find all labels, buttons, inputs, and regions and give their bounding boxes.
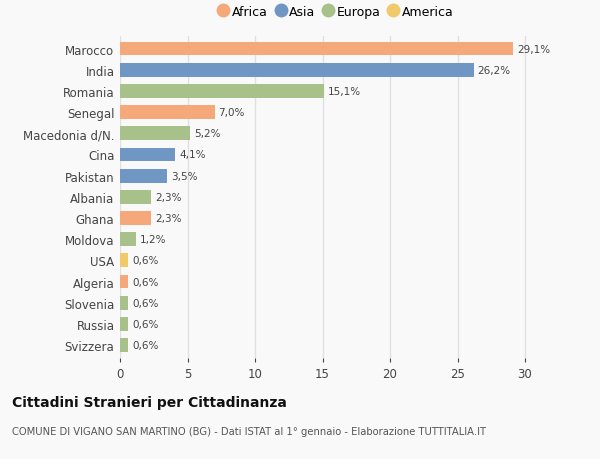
Bar [120, 317, 128, 331]
Text: COMUNE DI VIGANO SAN MARTINO (BG) - Dati ISTAT al 1° gennaio - Elaborazione TUTT: COMUNE DI VIGANO SAN MARTINO (BG) - Dati… [12, 426, 486, 436]
Bar [120, 338, 128, 352]
Text: Cittadini Stranieri per Cittadinanza: Cittadini Stranieri per Cittadinanza [12, 395, 287, 409]
Bar [120, 148, 175, 162]
Bar [120, 106, 215, 120]
Bar [120, 212, 151, 225]
Bar [120, 190, 151, 204]
Text: 26,2%: 26,2% [478, 66, 511, 76]
Bar [120, 233, 136, 246]
Legend: Africa, Asia, Europa, America: Africa, Asia, Europa, America [214, 1, 458, 24]
Text: 1,2%: 1,2% [140, 235, 167, 245]
Text: 2,3%: 2,3% [155, 192, 182, 202]
Text: 29,1%: 29,1% [517, 45, 550, 55]
Bar [120, 43, 513, 56]
Text: 0,6%: 0,6% [132, 340, 158, 350]
Text: 0,6%: 0,6% [132, 277, 158, 287]
Text: 5,2%: 5,2% [194, 129, 221, 139]
Text: 2,3%: 2,3% [155, 213, 182, 224]
Bar [120, 64, 474, 78]
Text: 7,0%: 7,0% [218, 108, 245, 118]
Bar [120, 127, 190, 141]
Bar [120, 296, 128, 310]
Bar [120, 275, 128, 289]
Text: 0,6%: 0,6% [132, 319, 158, 329]
Bar [120, 85, 324, 99]
Text: 4,1%: 4,1% [179, 150, 206, 160]
Text: 0,6%: 0,6% [132, 298, 158, 308]
Text: 0,6%: 0,6% [132, 256, 158, 266]
Text: 15,1%: 15,1% [328, 87, 361, 97]
Bar [120, 254, 128, 268]
Bar [120, 169, 167, 183]
Text: 3,5%: 3,5% [172, 171, 198, 181]
